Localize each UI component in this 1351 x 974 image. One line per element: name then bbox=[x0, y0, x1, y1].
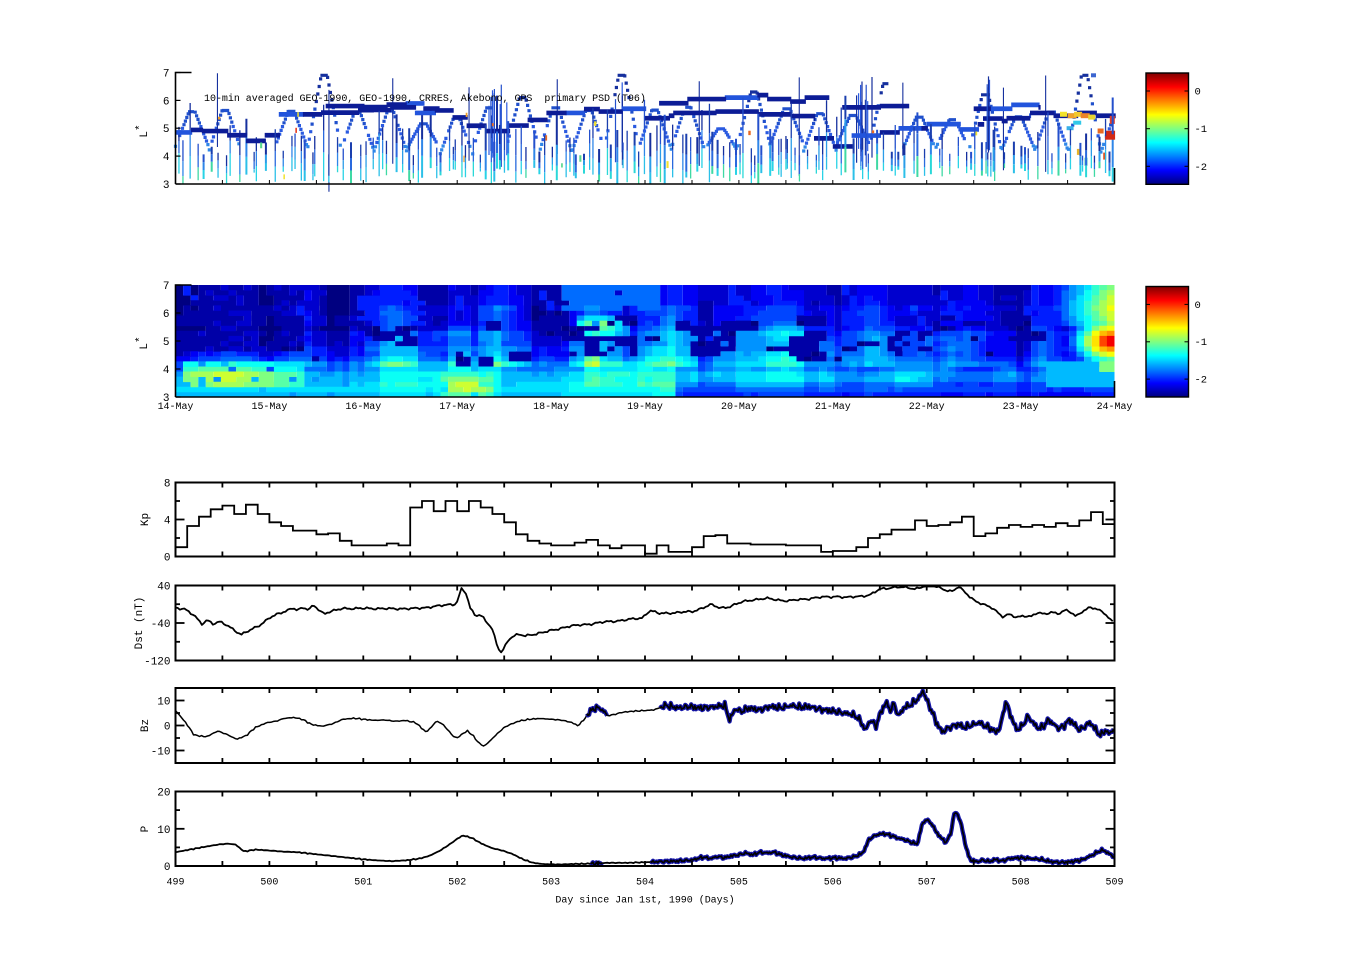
svg-text:24-May: 24-May bbox=[1097, 402, 1133, 413]
svg-text:0: 0 bbox=[1195, 300, 1201, 312]
svg-text:17-May: 17-May bbox=[439, 402, 475, 413]
svg-text:P: P bbox=[140, 825, 152, 832]
svg-text:5: 5 bbox=[163, 124, 170, 136]
svg-text:504: 504 bbox=[636, 878, 654, 889]
svg-text:10: 10 bbox=[157, 825, 170, 837]
svg-text:22-May: 22-May bbox=[909, 402, 945, 413]
svg-text:500: 500 bbox=[260, 878, 278, 889]
svg-text:20: 20 bbox=[157, 788, 170, 800]
svg-text:4: 4 bbox=[164, 516, 171, 528]
svg-text:40: 40 bbox=[157, 582, 170, 594]
svg-text:23-May: 23-May bbox=[1003, 402, 1039, 413]
svg-text:19-May: 19-May bbox=[627, 402, 663, 413]
svg-text:14-May: 14-May bbox=[158, 402, 194, 413]
svg-text:-2: -2 bbox=[1195, 162, 1208, 174]
svg-text:21-May: 21-May bbox=[815, 402, 851, 413]
svg-text:0: 0 bbox=[164, 862, 171, 874]
svg-text:-10: -10 bbox=[151, 747, 171, 759]
svg-text:505: 505 bbox=[730, 878, 748, 889]
svg-text:506: 506 bbox=[824, 878, 842, 889]
svg-text:18-May: 18-May bbox=[533, 402, 569, 413]
svg-text:0: 0 bbox=[164, 553, 171, 565]
svg-text:-1: -1 bbox=[1195, 337, 1208, 349]
svg-text:-1: -1 bbox=[1195, 124, 1208, 136]
svg-text:-2: -2 bbox=[1195, 375, 1208, 387]
svg-text:507: 507 bbox=[918, 878, 936, 889]
svg-text:Bz: Bz bbox=[140, 719, 152, 732]
svg-text:10: 10 bbox=[157, 697, 170, 709]
svg-text:503: 503 bbox=[542, 878, 560, 889]
svg-text:4: 4 bbox=[163, 365, 170, 377]
svg-text:Kp: Kp bbox=[140, 513, 152, 526]
svg-text:16-May: 16-May bbox=[345, 402, 381, 413]
svg-text:0: 0 bbox=[1195, 87, 1201, 99]
svg-text:8: 8 bbox=[164, 479, 171, 491]
svg-text:7: 7 bbox=[163, 281, 170, 293]
svg-text:6: 6 bbox=[163, 309, 170, 321]
svg-text:-120: -120 bbox=[144, 657, 170, 669]
svg-text:10-min averaged GEO-1990, GEO-: 10-min averaged GEO-1990, GEO-1990, CRRE… bbox=[204, 93, 646, 105]
svg-text:15-May: 15-May bbox=[251, 402, 287, 413]
svg-text:20-May: 20-May bbox=[721, 402, 757, 413]
svg-text:7: 7 bbox=[163, 69, 170, 81]
svg-text:5: 5 bbox=[163, 337, 170, 349]
svg-text:Dst (nT): Dst (nT) bbox=[134, 597, 146, 650]
svg-text:0: 0 bbox=[164, 722, 171, 734]
svg-text:501: 501 bbox=[354, 878, 372, 889]
svg-text:499: 499 bbox=[166, 878, 184, 889]
svg-text:509: 509 bbox=[1105, 878, 1123, 889]
svg-text:4: 4 bbox=[163, 152, 170, 164]
svg-text:502: 502 bbox=[448, 878, 466, 889]
svg-text:6: 6 bbox=[163, 96, 170, 108]
svg-text:-40: -40 bbox=[151, 619, 171, 631]
svg-text:3: 3 bbox=[163, 393, 170, 405]
svg-text:3: 3 bbox=[163, 180, 170, 192]
svg-text:Day since Jan 1st, 1990 (Days): Day since Jan 1st, 1990 (Days) bbox=[555, 895, 734, 907]
svg-text:508: 508 bbox=[1012, 878, 1030, 889]
